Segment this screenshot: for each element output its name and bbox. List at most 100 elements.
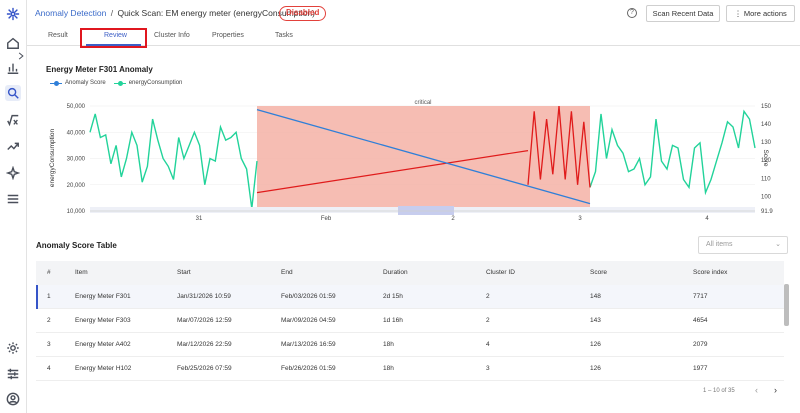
y-tick-label: 30,000 bbox=[67, 157, 86, 163]
menu-icon[interactable] bbox=[5, 191, 21, 207]
energy-consumption-line-right bbox=[589, 109, 756, 196]
cell-score-index: 2079 bbox=[693, 341, 708, 348]
cell-start: Mar/07/2026 12:59 bbox=[177, 317, 232, 324]
x-axis-ticks: 31 Feb 2 3 4 bbox=[196, 216, 710, 222]
tab-cluster-info[interactable]: Cluster Info bbox=[154, 32, 190, 39]
bar-chart-icon[interactable] bbox=[5, 60, 21, 76]
cell-score-index: 1977 bbox=[693, 365, 708, 372]
critical-band-label: critical bbox=[414, 100, 431, 106]
table-row[interactable]: 4 Energy Meter H102 Feb/25/2026 07:59 Fe… bbox=[36, 357, 784, 381]
col-header-item[interactable]: Item bbox=[75, 269, 88, 276]
expand-chevron-icon[interactable] bbox=[16, 48, 26, 64]
y2-axis-ticks: 150 140 130 120 110 100 91.9 bbox=[761, 104, 773, 215]
more-actions-dots-icon: ⋮ bbox=[734, 9, 742, 18]
cell-end: Mar/09/2026 04:59 bbox=[281, 317, 336, 324]
col-header-duration[interactable]: Duration bbox=[383, 269, 408, 276]
legend-swatch-anomaly-score bbox=[50, 80, 62, 86]
app-logo-icon[interactable] bbox=[5, 6, 21, 22]
cell-item: Energy Meter F301 bbox=[75, 293, 131, 300]
left-nav-rail bbox=[0, 0, 27, 413]
tab-properties[interactable]: Properties bbox=[212, 32, 244, 39]
breadcrumb-separator: / bbox=[110, 8, 114, 18]
cell-start: Feb/25/2026 07:59 bbox=[177, 365, 232, 372]
cell-item: Energy Meter H102 bbox=[75, 365, 132, 372]
x-tick-label: 3 bbox=[578, 216, 582, 222]
cell-item: Energy Meter A402 bbox=[75, 341, 131, 348]
cell-cluster-id: 2 bbox=[486, 317, 490, 324]
anomaly-chart[interactable]: critical energyConsumption Score 50,000 4… bbox=[34, 96, 774, 228]
cell-score: 148 bbox=[590, 293, 601, 300]
x-tick-label: 31 bbox=[196, 216, 203, 222]
legend-item-anomaly-score[interactable]: Anomaly Score bbox=[50, 80, 106, 86]
col-header-start[interactable]: Start bbox=[177, 269, 191, 276]
sparkle-icon[interactable] bbox=[5, 165, 21, 181]
tab-result[interactable]: Result bbox=[48, 32, 68, 39]
more-actions-label: More actions bbox=[743, 9, 787, 18]
chart-legend: Anomaly Score energyConsumption bbox=[50, 80, 182, 86]
legend-item-energy-consumption[interactable]: energyConsumption bbox=[113, 80, 183, 86]
cell-duration: 2d 15h bbox=[383, 293, 403, 300]
legend-label-energy-consumption: energyConsumption bbox=[128, 80, 183, 86]
cell-item: Energy Meter F303 bbox=[75, 317, 131, 324]
user-avatar-icon[interactable] bbox=[5, 391, 21, 407]
table-row[interactable]: 1 Energy Meter F301 Jan/31/2026 10:59 Fe… bbox=[36, 285, 784, 309]
table-row[interactable]: 2 Energy Meter F303 Mar/07/2026 12:59 Ma… bbox=[36, 309, 784, 333]
scan-recent-data-button[interactable]: Scan Recent Data bbox=[646, 5, 720, 22]
y2-tick-label: 91.9 bbox=[761, 209, 773, 215]
y-axis-ticks: 50,000 40,000 30,000 20,000 10,000 bbox=[67, 104, 86, 215]
range-selector-handle[interactable] bbox=[398, 206, 454, 215]
x-tick-label: 2 bbox=[451, 216, 455, 222]
table-row[interactable]: 3 Energy Meter A402 Mar/12/2026 22:59 Ma… bbox=[36, 333, 784, 357]
y2-axis-title: Score bbox=[762, 150, 769, 167]
breadcrumb-current: Quick Scan: EM energy meter (energyConsu… bbox=[117, 8, 315, 18]
legend-label-anomaly-score: Anomaly Score bbox=[65, 80, 106, 86]
score-table-title: Anomaly Score Table bbox=[36, 241, 117, 250]
next-page-button[interactable]: › bbox=[774, 385, 777, 395]
chevron-down-icon: ⌄ bbox=[775, 241, 781, 248]
y2-tick-label: 110 bbox=[761, 176, 771, 182]
cell-duration: 18h bbox=[383, 365, 394, 372]
cell-index: 3 bbox=[47, 341, 51, 348]
home-icon[interactable] bbox=[5, 35, 21, 51]
search-icon[interactable] bbox=[5, 85, 21, 101]
prev-page-button[interactable]: ‹ bbox=[755, 385, 758, 395]
tab-bar: Result Review Cluster Info Properties Ta… bbox=[27, 28, 800, 46]
cell-cluster-id: 2 bbox=[486, 293, 490, 300]
anomaly-score-line bbox=[256, 108, 591, 205]
cell-start: Mar/12/2026 22:59 bbox=[177, 341, 232, 348]
y2-tick-label: 150 bbox=[761, 104, 772, 110]
sliders-icon[interactable] bbox=[5, 366, 21, 382]
table-scrollbar[interactable] bbox=[784, 284, 789, 326]
col-header-index[interactable]: # bbox=[47, 269, 51, 276]
settings-gear-icon[interactable] bbox=[5, 340, 21, 356]
status-badge: Disabled bbox=[279, 6, 327, 21]
cell-end: Feb/03/2026 01:59 bbox=[281, 293, 336, 300]
cell-start: Jan/31/2026 10:59 bbox=[177, 293, 231, 300]
page-header: Anomaly Detection / Quick Scan: EM energ… bbox=[27, 0, 800, 28]
item-filter-value: All items bbox=[706, 241, 733, 248]
col-header-end[interactable]: End bbox=[281, 269, 293, 276]
col-header-cluster-id[interactable]: Cluster ID bbox=[486, 269, 515, 276]
item-filter-select[interactable]: All items ⌄ bbox=[698, 236, 788, 254]
more-actions-button[interactable]: ⋮ More actions bbox=[726, 5, 795, 22]
y-tick-label: 20,000 bbox=[67, 183, 86, 189]
tab-review[interactable]: Review bbox=[104, 32, 127, 39]
help-icon[interactable]: ? bbox=[627, 8, 637, 18]
breadcrumb-anomaly-detection[interactable]: Anomaly Detection bbox=[35, 8, 107, 18]
legend-swatch-energy-consumption bbox=[113, 80, 126, 86]
cell-index: 4 bbox=[47, 365, 51, 372]
tab-tasks[interactable]: Tasks bbox=[275, 32, 293, 39]
y-tick-label: 40,000 bbox=[67, 130, 86, 136]
critical-band bbox=[257, 106, 590, 211]
cell-index: 1 bbox=[47, 293, 51, 300]
col-header-score[interactable]: Score bbox=[590, 269, 607, 276]
cell-score: 126 bbox=[590, 341, 601, 348]
anomalous-trend-line bbox=[256, 150, 529, 194]
cell-end: Mar/13/2026 16:59 bbox=[281, 341, 336, 348]
formula-icon[interactable] bbox=[5, 112, 21, 128]
table-header-row: # Item Start End Duration Cluster ID Sco… bbox=[36, 261, 784, 285]
cell-end: Feb/26/2026 01:59 bbox=[281, 365, 336, 372]
trend-icon[interactable] bbox=[5, 138, 21, 154]
cell-score-index: 4654 bbox=[693, 317, 708, 324]
col-header-score-index[interactable]: Score index bbox=[693, 269, 728, 276]
